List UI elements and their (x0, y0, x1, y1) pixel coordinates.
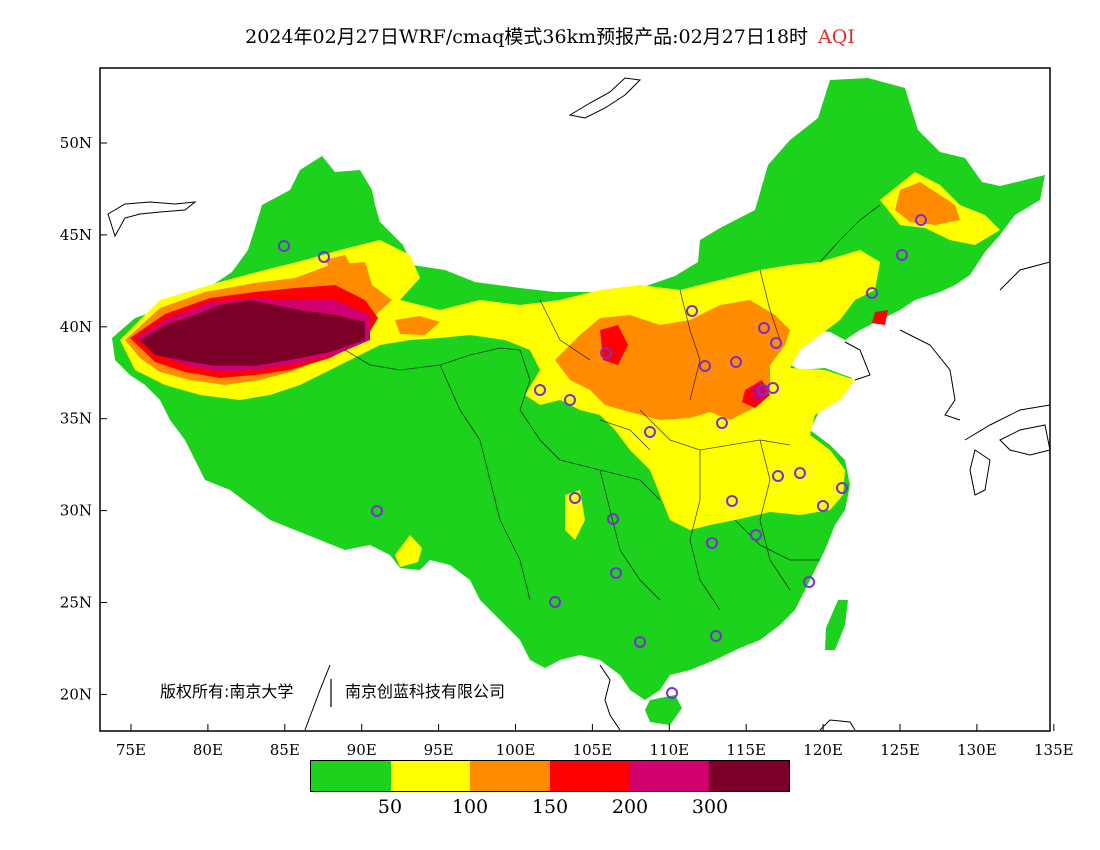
aqi-zone-yellow-southwest (565, 490, 585, 540)
y-tick-label: 25N (60, 594, 92, 612)
station-marker (866, 287, 878, 299)
station-marker (549, 596, 561, 608)
x-tick-label: 130E (957, 741, 997, 759)
y-tick-label: 45N (60, 226, 92, 244)
station-marker (534, 384, 546, 396)
station-marker (564, 394, 576, 406)
y-tick-label: 30N (60, 502, 92, 520)
station-marker (794, 467, 806, 479)
station-marker (666, 687, 678, 699)
station-marker (730, 356, 742, 368)
y-tick-label: 20N (60, 685, 92, 703)
legend-swatch (550, 761, 630, 791)
aqi-color-legend (310, 760, 790, 792)
station-marker (710, 630, 722, 642)
copyright-company: 南京创蓝科技有限公司 (345, 682, 505, 701)
station-marker (607, 513, 619, 525)
taiwan-land (825, 600, 848, 650)
station-marker (278, 240, 290, 252)
aqi-zone-orange-hotspot-1 (395, 316, 440, 335)
x-tick-label: 115E (726, 741, 766, 759)
title-variable: AQI (818, 26, 855, 48)
station-marker (767, 382, 779, 394)
copyright-owner: 版权所有:南京大学 (160, 682, 293, 701)
x-tick-label: 135E (1034, 741, 1074, 759)
hainan-land (645, 695, 682, 725)
x-tick-label: 90E (347, 741, 377, 759)
legend-swatch (629, 761, 710, 791)
x-tick-label: 120E (803, 741, 843, 759)
station-marker (699, 360, 711, 372)
station-marker (371, 505, 383, 517)
x-tick-label: 85E (270, 741, 300, 759)
y-tick-label: 50N (60, 134, 92, 152)
x-tick-label: 100E (496, 741, 536, 759)
legend-label: 300 (691, 796, 729, 818)
aqi-zone-red-shanxi (600, 325, 628, 365)
station-marker (600, 347, 612, 359)
x-axis: 75E 80E 85E 90E 95E 100E 105E 110E 115E 120E 125E 1… (116, 724, 1074, 759)
station-marker (915, 214, 927, 226)
y-tick-label: 40N (60, 318, 92, 336)
legend-label: 100 (451, 796, 489, 818)
station-marker (817, 500, 829, 512)
title-text: 2024年02月27日WRF/cmaq模式36km预报产品:02月27日18时 (245, 26, 809, 48)
monitoring-stations (278, 214, 927, 699)
legend-swatch (390, 761, 471, 791)
y-axis: 50N 45N 40N 35N 30N 25N 20N (60, 134, 107, 703)
aqi-zone-orange-northeast (895, 182, 960, 225)
aqi-zone-yellow-tibet (395, 535, 422, 567)
station-marker (772, 470, 784, 482)
map-title: 2024年02月27日WRF/cmaq模式36km预报产品:02月27日18时 A… (0, 22, 1100, 49)
station-marker (686, 305, 698, 317)
station-marker (896, 249, 908, 261)
legend-swatch (709, 761, 790, 791)
station-marker (770, 337, 782, 349)
x-tick-label: 110E (650, 741, 690, 759)
station-marker (750, 529, 762, 541)
x-tick-label: 95E (424, 741, 454, 759)
station-marker (726, 495, 738, 507)
legend-swatch (311, 761, 391, 791)
legend-label: 50 (377, 796, 403, 818)
legend-label: 200 (611, 796, 649, 818)
station-marker (644, 426, 656, 438)
legend-label: 150 (531, 796, 569, 818)
coastlines (107, 77, 1051, 731)
aqi-zone-red-liaoning (872, 310, 888, 325)
map-frame (99, 67, 1051, 732)
aqi-zone-maroon-xinjiang (140, 300, 365, 366)
x-tick-label: 75E (116, 741, 146, 759)
station-marker (569, 492, 581, 504)
legend-swatch (470, 761, 551, 791)
station-marker (706, 537, 718, 549)
station-marker (318, 251, 330, 263)
station-marker (803, 576, 815, 588)
station-marker (610, 567, 622, 579)
station-marker (836, 482, 848, 494)
province-borders (344, 204, 881, 611)
x-tick-label: 105E (573, 741, 613, 759)
x-tick-label: 80E (193, 741, 223, 759)
station-marker (716, 417, 728, 429)
x-tick-label: 125E (880, 741, 920, 759)
station-marker (634, 636, 646, 648)
aqi-legend-labels: 50 100 150 200 300 (0, 796, 1100, 818)
station-marker (758, 322, 770, 334)
aqi-zone-orange-hotspot-2 (325, 255, 352, 275)
y-tick-label: 35N (60, 410, 92, 428)
